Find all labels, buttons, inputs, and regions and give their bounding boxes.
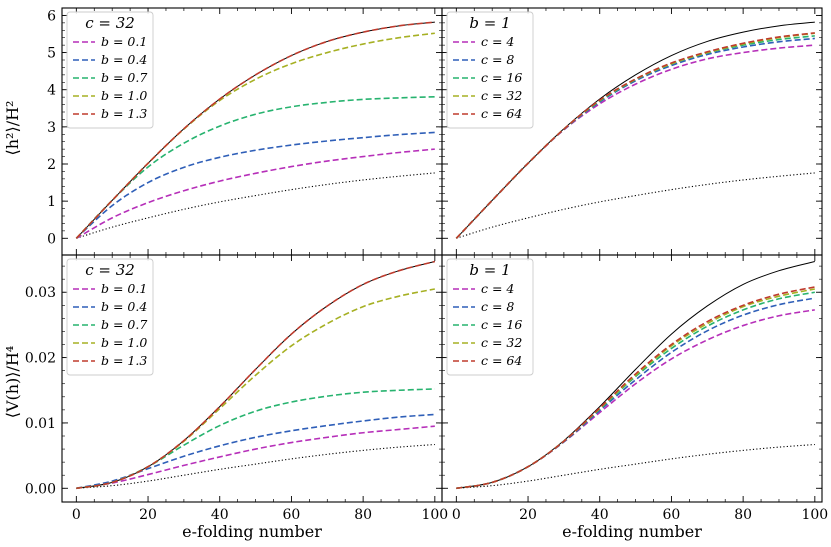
panel-frame xyxy=(441,254,823,503)
reference-dotted-line xyxy=(76,172,435,239)
legend-entry: b = 0.1 xyxy=(101,281,147,296)
y-tick-label: 6 xyxy=(47,8,56,24)
legend-entry: b = 1.0 xyxy=(101,88,147,103)
x-tick-label: 80 xyxy=(734,507,752,523)
legend-entry: c = 16 xyxy=(481,70,522,85)
reference-dotted-line xyxy=(456,443,815,489)
series-group xyxy=(76,260,436,490)
series-line-b-1-3 xyxy=(75,21,435,239)
x-tick-label: 40 xyxy=(591,507,609,523)
reference-dotted-line xyxy=(456,172,815,239)
y-tick-label: 0.03 xyxy=(25,285,56,301)
series-line-b-0-4 xyxy=(75,131,435,239)
legend: b = 1 c = 4 c = 8 c = 16 c = 32 c = 64 xyxy=(446,11,534,129)
legend-entry: b = 0.4 xyxy=(101,299,147,314)
series-line-c-64 xyxy=(456,286,815,490)
series-line-b-1-0 xyxy=(75,32,435,239)
panel-top-left: 0 1 2 3 4 5 6 c = 32 b = 0.1 b = 0.4 b = 0.7 b = 1.… xyxy=(47,7,443,256)
legend-entry: c = 8 xyxy=(481,299,514,314)
x-tick-label: 40 xyxy=(211,507,229,523)
panel-bottom-right: 0 20 40 60 80 100 b = 1 c = 4 c = 8 c = 16 c = 32 c… xyxy=(441,254,828,523)
series-line-b-0-1 xyxy=(76,425,435,490)
panel-top-right: b = 1 c = 4 c = 8 c = 16 c = 32 c = 64 xyxy=(441,7,823,256)
x-axis-label-right: e-folding number xyxy=(562,522,702,541)
series-line-b-0-4 xyxy=(76,413,435,490)
legend-title: c = 32 xyxy=(85,261,135,279)
series-line-c-16 xyxy=(455,35,815,239)
legend: c = 32 b = 0.1 b = 0.4 b = 0.7 b = 1.0 b = 1.… xyxy=(66,258,154,376)
legend-title: c = 32 xyxy=(85,14,135,32)
y-tick-label: 5 xyxy=(47,46,56,62)
series-line-b-0-7 xyxy=(76,388,435,490)
y-tick-label: 1 xyxy=(47,194,56,210)
series-group xyxy=(75,21,435,239)
x-tick-label: 0 xyxy=(452,507,461,523)
series-line-c-8 xyxy=(455,37,815,239)
y-tick-label: 0.02 xyxy=(25,351,56,367)
legend: c = 32 b = 0.1 b = 0.4 b = 0.7 b = 1.0 b = 1.… xyxy=(66,11,154,129)
legend-entry: b = 1.0 xyxy=(101,335,147,350)
legend-entry: b = 0.7 xyxy=(101,70,147,85)
legend-box xyxy=(446,11,534,129)
legend-entry: b = 1.3 xyxy=(101,106,147,121)
reference-solid-line xyxy=(455,21,815,239)
legend: b = 1 c = 4 c = 8 c = 16 c = 32 c = 64 xyxy=(446,258,534,376)
legend-entry: c = 4 xyxy=(481,281,514,296)
x-tick-label: 60 xyxy=(663,507,681,523)
x-tick-label: 100 xyxy=(421,507,448,523)
x-axis-label-left: e-folding number xyxy=(182,522,322,541)
series-group xyxy=(456,261,815,490)
legend-title: b = 1 xyxy=(469,14,510,32)
y-tick-label: 3 xyxy=(47,120,56,136)
x-tick-label: 100 xyxy=(801,507,828,523)
legend-entry: b = 0.7 xyxy=(101,317,147,332)
y-tick-label: 0 xyxy=(47,231,56,247)
x-tick-label: 0 xyxy=(72,507,81,523)
x-tick-label: 60 xyxy=(283,507,301,523)
legend-box xyxy=(66,11,154,129)
legend-entry: c = 64 xyxy=(481,106,522,121)
panel-bottom-left: 0 20 40 60 80 100 0.00 0.01 0.02 0.03 c = 32 b = 0.… xyxy=(25,254,448,523)
y-axis-label-top: ⟨h²⟩/H² xyxy=(3,101,22,156)
series-line-b-1-3 xyxy=(76,260,436,490)
y-tick-label: 0.00 xyxy=(25,481,56,497)
legend-entry: c = 8 xyxy=(481,52,514,67)
legend-entry: c = 16 xyxy=(481,317,522,332)
series-group xyxy=(455,21,815,239)
legend-entry: c = 32 xyxy=(481,335,522,350)
legend-entry: b = 0.4 xyxy=(101,52,147,67)
y-tick-label: 4 xyxy=(47,83,56,99)
y-axis-label-bottom: ⟨V(h)⟩/H⁴ xyxy=(3,346,22,419)
series-line-b-0-7 xyxy=(75,95,435,239)
legend-entry: c = 4 xyxy=(481,34,514,49)
x-tick-label: 20 xyxy=(519,507,537,523)
legend-entry: b = 1.3 xyxy=(101,353,147,368)
series-line-b-0-1 xyxy=(75,148,435,239)
legend-entry: c = 32 xyxy=(481,88,522,103)
series-line-c-4 xyxy=(455,44,815,239)
reference-dotted-line xyxy=(76,443,435,489)
x-tick-label: 20 xyxy=(139,507,157,523)
panels-group: 0 1 2 3 4 5 6 c = 32 b = 0.1 b = 0.4 b = 0.7 b = 1.… xyxy=(25,7,828,523)
legend-entry: b = 0.1 xyxy=(101,34,147,49)
y-tick-label: 2 xyxy=(47,157,56,173)
y-tick-label: 0.01 xyxy=(25,416,56,432)
legend-entry: c = 64 xyxy=(481,353,522,368)
x-tick-label: 80 xyxy=(354,507,372,523)
legend-box xyxy=(66,258,154,376)
series-line-c-64 xyxy=(455,32,815,239)
legend-title: b = 1 xyxy=(469,261,510,279)
legend-box xyxy=(446,258,534,376)
